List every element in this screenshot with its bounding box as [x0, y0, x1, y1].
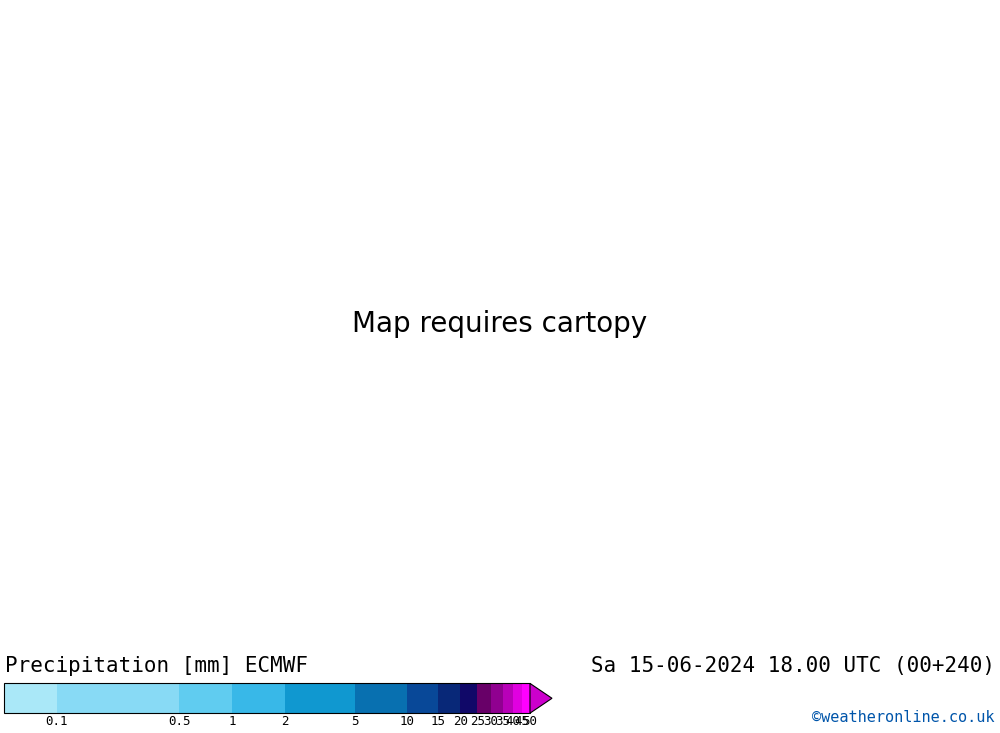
Text: 5: 5 — [351, 715, 358, 728]
Bar — [513, 683, 522, 713]
Text: 30: 30 — [484, 715, 499, 728]
Text: 2: 2 — [281, 715, 289, 728]
Bar — [355, 683, 407, 713]
Bar — [179, 683, 232, 713]
Bar — [522, 683, 530, 713]
Bar — [232, 683, 285, 713]
Text: 25: 25 — [470, 715, 485, 728]
Text: Precipitation [mm] ECMWF: Precipitation [mm] ECMWF — [5, 655, 308, 676]
Text: Map requires cartopy: Map requires cartopy — [352, 310, 648, 339]
Text: 1: 1 — [228, 715, 236, 728]
Bar — [503, 683, 513, 713]
Bar — [477, 683, 491, 713]
Text: 35: 35 — [495, 715, 510, 728]
Bar — [407, 683, 438, 713]
Bar — [438, 683, 460, 713]
Text: 45: 45 — [514, 715, 529, 728]
Text: 0.5: 0.5 — [168, 715, 191, 728]
Bar — [4, 683, 530, 713]
Text: ©weatheronline.co.uk: ©weatheronline.co.uk — [812, 710, 995, 725]
Text: 40: 40 — [506, 715, 521, 728]
Bar — [460, 683, 477, 713]
Polygon shape — [530, 683, 552, 713]
Text: 50: 50 — [522, 715, 538, 728]
Text: 0.1: 0.1 — [46, 715, 68, 728]
Text: 20: 20 — [453, 715, 468, 728]
Bar — [4, 683, 57, 713]
Text: 15: 15 — [431, 715, 446, 728]
Text: 10: 10 — [400, 715, 415, 728]
Text: Sa 15-06-2024 18.00 UTC (00+240): Sa 15-06-2024 18.00 UTC (00+240) — [591, 655, 995, 676]
Bar — [491, 683, 503, 713]
Bar — [285, 683, 355, 713]
Bar — [57, 683, 179, 713]
